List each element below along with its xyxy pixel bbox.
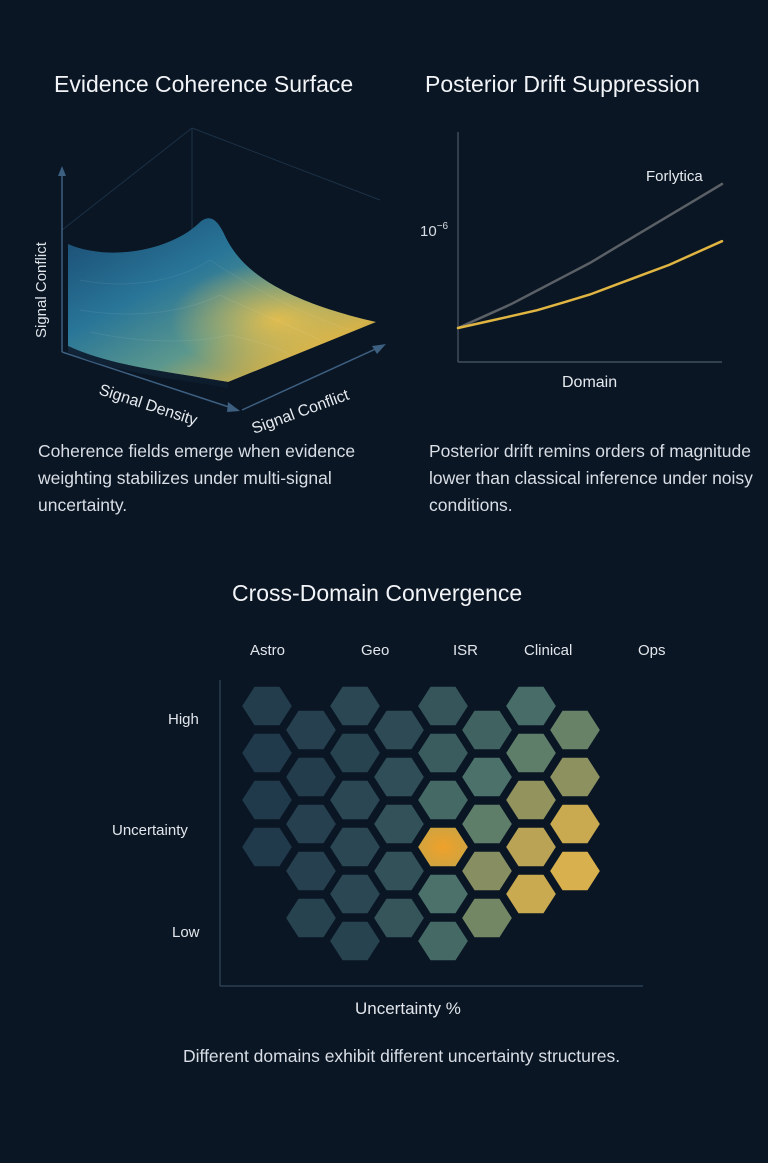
hex-x-label: Uncertainty % [355, 999, 461, 1018]
y-label-uncertainty: Uncertainty [112, 822, 188, 839]
hex-cell [415, 684, 471, 728]
hex-cell [371, 708, 427, 752]
surface-conflict-arrow [372, 344, 386, 354]
hex-cell [459, 755, 515, 799]
surface-chart: Signal Conflict Signal Density Signal Co… [33, 127, 386, 438]
hex-cell [239, 731, 295, 775]
hex-cell [547, 755, 603, 799]
hex-cell [327, 825, 383, 869]
convergence-caption: Different domains exhibit different unce… [183, 1046, 621, 1066]
hex-cell [503, 825, 559, 869]
hex-cell [371, 896, 427, 940]
hex-cell [239, 684, 295, 728]
surface-glow [68, 218, 376, 382]
hex-cell [327, 684, 383, 728]
domain-label-astro: Astro [250, 642, 286, 659]
hex-cell [547, 708, 603, 752]
surface-axis-density-label: Signal Density [97, 382, 200, 430]
surface-mesh-lines [79, 259, 351, 356]
domain-label-isr: ISR [453, 642, 479, 659]
drift-y-tick: 10−6 [420, 221, 449, 240]
drift-chart: 10−6 Forlytica Domain [420, 132, 724, 391]
surface-density-arrow [227, 402, 240, 412]
surface-axis-vertical-label: Signal Conflict [33, 241, 50, 338]
surface-title: Evidence Coherence Surface [54, 71, 354, 97]
hex-cell [459, 896, 515, 940]
hex-cell [415, 919, 471, 963]
surface-vertical-arrow [58, 166, 66, 176]
hex-cell [283, 708, 339, 752]
domain-label-geo: Geo [361, 642, 390, 659]
y-label-low: Low [172, 924, 200, 941]
y-label-high: High [168, 711, 199, 728]
hex-cell [459, 708, 515, 752]
hex-cell [239, 825, 295, 869]
hex-cell [327, 919, 383, 963]
drift-line-classical [456, 239, 724, 330]
hex-cell [503, 731, 559, 775]
hex-cell [283, 755, 339, 799]
domain-label-ops: Ops [638, 642, 666, 659]
surface-density-axis [61, 351, 239, 411]
hex-cell [371, 802, 427, 846]
hex-cell [283, 896, 339, 940]
hex-cell [503, 872, 559, 916]
drift-line-forlytica [456, 182, 724, 330]
surface-axis-conflict-label: Signal Conflict [250, 387, 352, 438]
hex-heatmap [219, 680, 643, 987]
hex-cell [459, 802, 515, 846]
hex-cell [503, 684, 559, 728]
hex-cell [415, 778, 471, 822]
convergence-title: Cross-Domain Convergence [232, 580, 523, 606]
hex-cell [239, 778, 295, 822]
hex-cell [459, 849, 515, 893]
hex-cell [327, 872, 383, 916]
drift-title: Posterior Drift Suppression [425, 71, 700, 97]
hex-cell [327, 731, 383, 775]
hex-cell [327, 778, 383, 822]
drift-x-label: Domain [562, 374, 617, 391]
hex-cell [371, 755, 427, 799]
hex-cell [503, 778, 559, 822]
hex-cell [415, 825, 471, 869]
hex-cell [283, 802, 339, 846]
hex-cell [371, 849, 427, 893]
surface-shadow [68, 346, 228, 388]
surface-caption: Coherence fields emerge when evidence we… [38, 441, 356, 515]
hex-cell [547, 802, 603, 846]
domain-label-clinical: Clinical [524, 642, 573, 659]
drift-legend-forlytica: Forlytica [646, 168, 703, 185]
hex-cell [547, 849, 603, 893]
hex-cell [415, 731, 471, 775]
drift-caption: Posterior drift remins orders of magnitu… [429, 441, 753, 515]
hex-cell [283, 849, 339, 893]
hex-cell [415, 872, 471, 916]
surface-conflict-axis [241, 345, 383, 411]
